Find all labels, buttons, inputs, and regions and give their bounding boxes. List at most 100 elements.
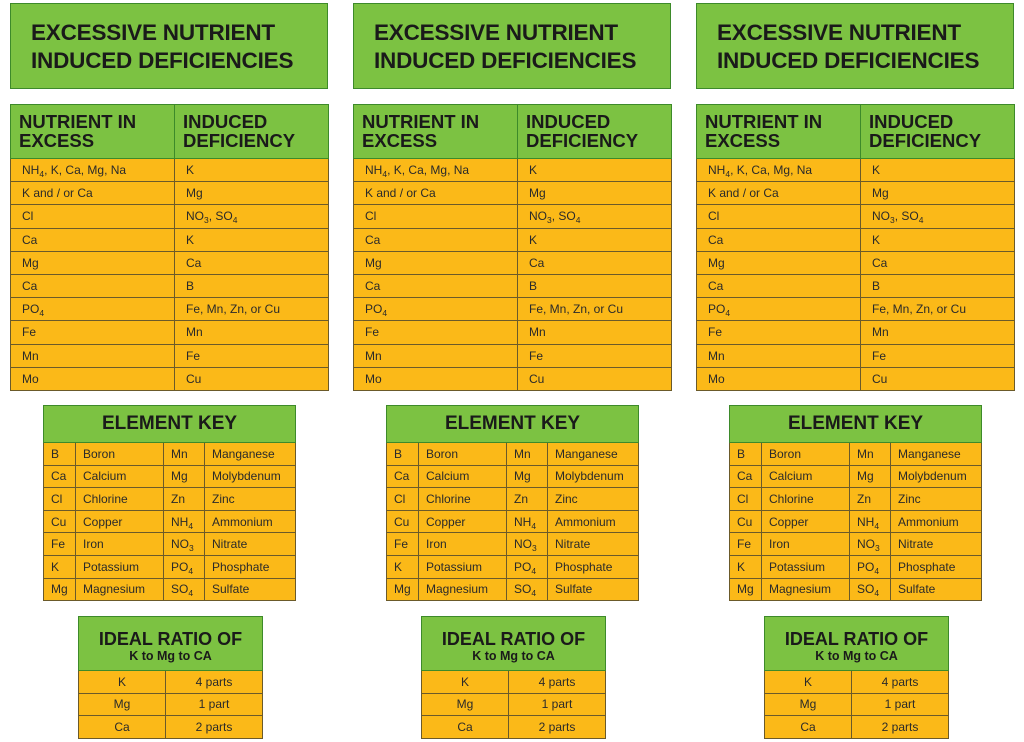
table-row: Mo Cu — [696, 366, 1015, 391]
table-cell: Ca — [353, 273, 518, 299]
table-cell: Phosphate — [890, 554, 982, 579]
table-cell: K — [78, 670, 166, 694]
table-row: Cl NO3, SO4 — [696, 204, 1015, 229]
table-row: Ca K — [353, 227, 672, 252]
table-row: Cu Copper NH4 Ammonium — [43, 509, 296, 534]
table-cell: Mn — [860, 320, 1015, 345]
element-key-table: ELEMENT KEY B Boron Mn Manganese Ca Calcium Mg… — [729, 405, 982, 602]
deficiency-table-header: NUTRIENT IN EXCESS INDUCED DEFICIENCY — [696, 104, 1015, 159]
table-cell: Ca — [43, 464, 76, 489]
table-row: Cl Chlorine Zn Zinc — [386, 487, 639, 511]
table-cell: 1 part — [165, 692, 263, 717]
table-cell: Cl — [386, 487, 419, 511]
table-cell: Nitrate — [204, 532, 296, 556]
table-cell: Cu — [43, 509, 76, 534]
table-row: PO4 Fe, Mn, Zn, or Cu — [353, 297, 672, 322]
table-cell: Cu — [517, 366, 672, 391]
table-cell: Boron — [418, 442, 507, 466]
table-cell: Mg — [764, 692, 852, 717]
table-cell: Magnesium — [418, 577, 507, 602]
table-cell: Fe — [353, 320, 518, 345]
nutrient-panel-3: EXCESSIVE NUTRIENT INDUCED DEFICIENCIES … — [696, 0, 1024, 742]
table-cell: Phosphate — [204, 554, 296, 579]
table-cell: Ammonium — [204, 509, 296, 534]
table-row: Ca K — [10, 227, 329, 252]
table-row: Mg Ca — [353, 250, 672, 275]
header-nutrient-in-excess: NUTRIENT IN EXCESS — [696, 104, 861, 159]
table-cell: Mn — [517, 320, 672, 345]
table-row: K Potassium PO4 Phosphate — [386, 554, 639, 579]
element-key-table: ELEMENT KEY B Boron Mn Manganese Ca Calcium Mg… — [43, 405, 296, 602]
table-row: K and / or Ca Mg — [10, 181, 329, 206]
table-cell: Mn — [10, 343, 175, 368]
table-row: Cu Copper NH4 Ammonium — [386, 509, 639, 534]
table-cell: Copper — [761, 509, 850, 534]
table-row: Ca 2 parts — [764, 715, 949, 739]
table-row: Cl Chlorine Zn Zinc — [43, 487, 296, 511]
table-cell: Calcium — [75, 464, 164, 489]
header-induced-deficiency: INDUCED DEFICIENCY — [860, 104, 1015, 159]
table-cell: Mn — [163, 442, 205, 466]
ideal-ratio-heading: IDEAL RATIO OF K to Mg to CA — [764, 616, 949, 671]
table-cell: Ca — [696, 227, 861, 252]
table-cell: Ca — [386, 464, 419, 489]
table-cell: Copper — [418, 509, 507, 534]
table-cell: NH4 — [849, 509, 891, 534]
table-cell: Ca — [10, 227, 175, 252]
table-cell: Fe, Mn, Zn, or Cu — [174, 297, 329, 322]
table-cell: Ammonium — [890, 509, 982, 534]
table-cell: Nitrate — [547, 532, 639, 556]
table-cell: NO3 — [506, 532, 548, 556]
table-row: B Boron Mn Manganese — [729, 442, 982, 466]
panel-title-line: INDUCED DEFICIENCIES — [374, 48, 637, 73]
table-cell: Fe — [860, 343, 1015, 368]
table-cell: NO3, SO4 — [174, 204, 329, 229]
deficiency-table-body: NH4, K, Ca, Mg, Na K K and / or Ca Mg Cl NO3,… — [353, 157, 672, 391]
table-cell: Ca — [729, 464, 762, 489]
table-cell: Molybdenum — [204, 464, 296, 489]
table-cell: Ca — [174, 250, 329, 275]
table-cell: NH4, K, Ca, Mg, Na — [696, 157, 861, 183]
table-cell: K — [386, 554, 419, 579]
ideal-ratio-subtitle: K to Mg to CA — [815, 648, 898, 663]
table-row: K Potassium PO4 Phosphate — [729, 554, 982, 579]
table-cell: Ca — [353, 227, 518, 252]
table-cell: 2 parts — [165, 715, 263, 739]
table-cell: Zinc — [890, 487, 982, 511]
element-key-table: ELEMENT KEY B Boron Mn Manganese Ca Calcium Mg… — [386, 405, 639, 602]
table-cell: Fe, Mn, Zn, or Cu — [517, 297, 672, 322]
table-cell: Mg — [174, 181, 329, 206]
table-cell: Fe — [696, 320, 861, 345]
table-cell: Molybdenum — [890, 464, 982, 489]
ideal-ratio-title: IDEAL RATIO OF — [98, 628, 243, 649]
header-nutrient-in-excess: NUTRIENT IN EXCESS — [10, 104, 175, 159]
table-cell: K — [729, 554, 762, 579]
table-row: B Boron Mn Manganese — [386, 442, 639, 466]
table-cell: Mg — [78, 692, 166, 717]
element-key-title: ELEMENT KEY — [386, 405, 639, 443]
table-cell: Mo — [353, 366, 518, 391]
table-cell: Ammonium — [547, 509, 639, 534]
table-cell: Potassium — [761, 554, 850, 579]
table-cell: Sulfate — [890, 577, 982, 602]
element-key-body: B Boron Mn Manganese Ca Calcium Mg Molybdenum Cl… — [386, 442, 639, 602]
panel-title-line: EXCESSIVE NUTRIENT — [374, 20, 618, 45]
table-cell: Mg — [10, 250, 175, 275]
table-cell: Zn — [163, 487, 205, 511]
table-cell: Fe — [174, 343, 329, 368]
table-row: Ca 2 parts — [78, 715, 263, 739]
ideal-ratio-heading: IDEAL RATIO OF K to Mg to CA — [421, 616, 606, 671]
table-row: PO4 Fe, Mn, Zn, or Cu — [696, 297, 1015, 322]
table-cell: Nitrate — [890, 532, 982, 556]
table-row: K Potassium PO4 Phosphate — [43, 554, 296, 579]
table-cell: Cl — [10, 204, 175, 229]
deficiency-table-body: NH4, K, Ca, Mg, Na K K and / or Ca Mg Cl NO3,… — [696, 157, 1015, 391]
deficiency-table-header: NUTRIENT IN EXCESS INDUCED DEFICIENCY — [353, 104, 672, 159]
element-key-title: ELEMENT KEY — [729, 405, 982, 443]
table-cell: Ca — [860, 250, 1015, 275]
table-cell: Mn — [696, 343, 861, 368]
table-row: Fe Iron NO3 Nitrate — [43, 532, 296, 556]
table-cell: Mn — [174, 320, 329, 345]
